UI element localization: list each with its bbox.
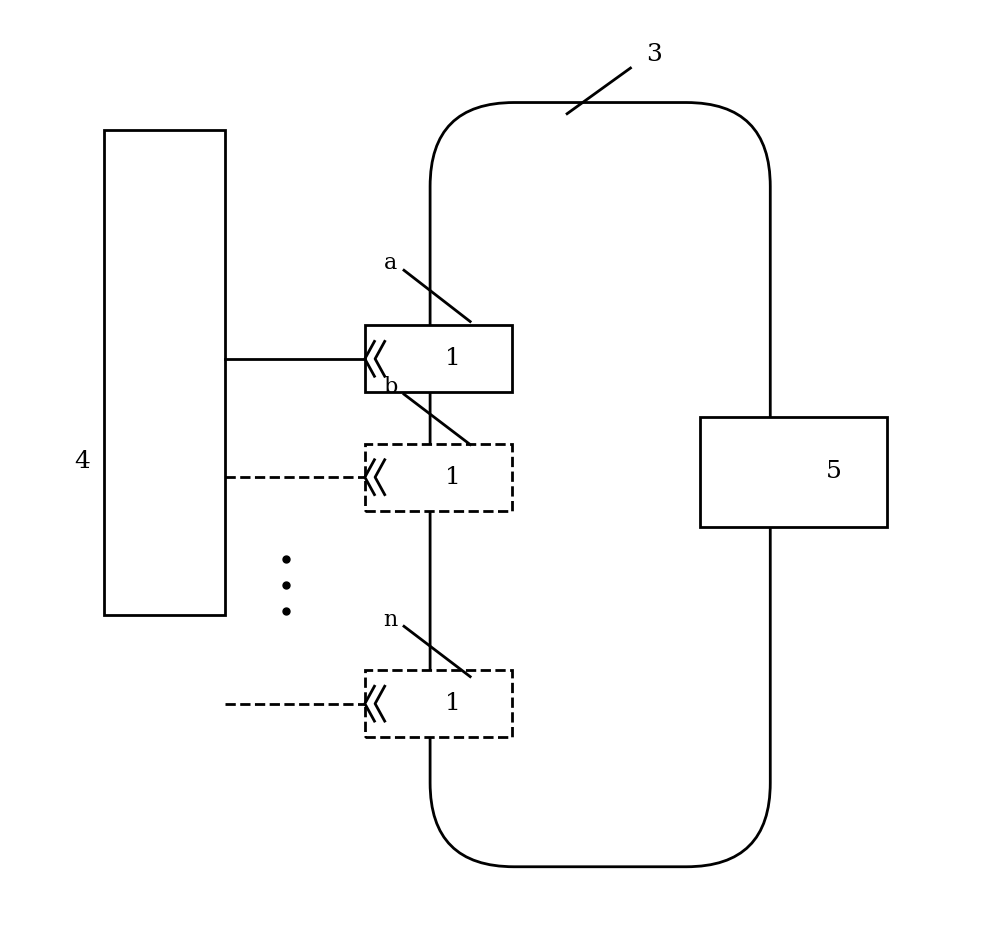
Bar	[700, 417, 887, 527]
Text: b: b	[383, 376, 397, 398]
Bar	[365, 325, 512, 392]
Bar	[365, 444, 512, 511]
Text: 3: 3	[646, 43, 662, 65]
Bar	[104, 130, 225, 615]
Text: 1: 1	[445, 466, 461, 488]
Text: 1: 1	[445, 692, 461, 715]
Bar	[365, 670, 512, 737]
Text: 4: 4	[75, 450, 90, 473]
FancyBboxPatch shape	[430, 103, 770, 867]
Text: 1: 1	[445, 348, 461, 370]
Text: n: n	[383, 609, 397, 631]
Text: a: a	[383, 252, 397, 274]
Text: 5: 5	[826, 460, 842, 483]
